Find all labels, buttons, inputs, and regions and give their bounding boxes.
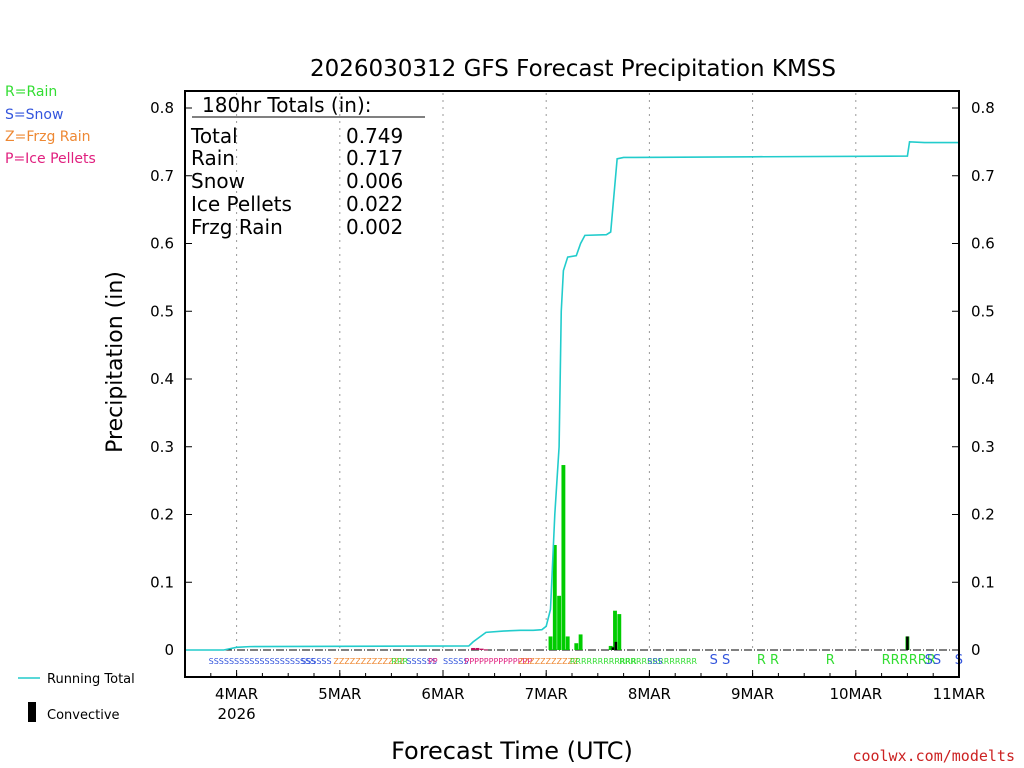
totals-label-rain: Rain: [191, 146, 235, 170]
ptype-marker: S S: [710, 653, 731, 668]
y-tick-label-right: 0.3: [971, 438, 995, 456]
ptype-marker: SSSSSSSSSSSSSSSSSSSSS: [209, 657, 316, 666]
legend-convective: Convective: [47, 708, 120, 723]
totals-value-snow: 0.006: [346, 169, 403, 193]
totals-label-total: Total: [190, 124, 238, 148]
totals-value-ice-pellets: 0.022: [346, 192, 403, 216]
totals-value-frzg-rain: 0.002: [346, 215, 403, 239]
y-tick-label-left: 0.3: [150, 438, 174, 456]
ptype-marker: RRRRRRRRRRRRRR: [619, 657, 697, 666]
x-tick-label: 8MAR: [628, 685, 671, 703]
y-tick-label-left: 0.6: [150, 235, 174, 253]
ptype-marker: SSSSSS: [406, 657, 436, 666]
x-tick-label: 10MAR: [829, 685, 882, 703]
y-axis-label: Precipitation (in): [103, 271, 128, 453]
y-tick-label-left: 0: [164, 641, 174, 659]
y-tick-label-right: 0.1: [971, 573, 995, 591]
precip-bar: [548, 636, 553, 650]
y-tick-label-right: 0.7: [971, 167, 995, 185]
legend-rain: R=Rain: [5, 84, 57, 100]
running-total-series: [185, 141, 959, 651]
y-ticks: 0 0 0.1 0.1 0.2 0.2 0.3 0.3 0.4 0.4 0.5 0.5 0.6 0.6 0.…: [150, 99, 995, 659]
x-axis-label: Forecast Time (UTC): [391, 737, 633, 765]
ptype-marker: SSSSSS: [301, 657, 331, 666]
x-tick-sublabel: 2026: [218, 705, 256, 723]
chart-title: 2026030312 GFS Forecast Precipitation KM…: [310, 56, 836, 82]
y-tick-label-left: 0.1: [150, 573, 174, 591]
ptype-legend: R=Rain S=Snow Z=Frzg Rain P=Ice Pellets: [5, 84, 96, 167]
legend-running-total: Running Total: [47, 672, 135, 687]
ptype-marker: PP: [428, 657, 438, 666]
x-tick-label: 11MAR: [933, 685, 986, 703]
x-tick-label: 6MAR: [421, 685, 464, 703]
convective-bar: [906, 636, 909, 650]
ptype-marker: RRRRRR: [882, 653, 936, 668]
legend-convective-swatch: [28, 702, 36, 722]
y-tick-label-right: 0.8: [971, 99, 995, 117]
y-tick-label-right: 0.6: [971, 235, 995, 253]
y-tick-label-right: 0.2: [971, 506, 995, 524]
precip-bar: [574, 643, 579, 650]
y-tick-label-right: 0.4: [971, 370, 995, 388]
totals-label-snow: Snow: [191, 169, 245, 193]
legend-frzg-rain: Z=Frzg Rain: [5, 129, 91, 145]
totals-label-ice-pellets: Ice Pellets: [191, 192, 292, 216]
y-tick-label-left: 0.8: [150, 99, 174, 117]
ptype-marker: SS: [925, 653, 942, 668]
totals-header: 180hr Totals (in):: [202, 93, 372, 117]
convective-bar: [614, 641, 618, 650]
precip-bars: [471, 465, 910, 651]
grid: [185, 93, 959, 651]
y-tick-label-left: 0.4: [150, 370, 174, 388]
ptype-marker: SSS: [647, 657, 662, 666]
precip-bar: [561, 465, 566, 650]
precip-bar: [565, 636, 570, 650]
ice-pellet-bar: [475, 647, 480, 650]
plot-frame: [184, 90, 960, 678]
totals-value-total: 0.749: [346, 124, 403, 148]
precip-bar: [552, 544, 557, 650]
ice-pellet-bar: [479, 648, 484, 650]
ptype-marker: RRRRRRRRRRRR: [570, 657, 637, 666]
ptype-marker: ZZZZZZZZZZZ: [518, 657, 579, 666]
precip-bar: [608, 645, 613, 650]
running-total-line: [185, 141, 959, 651]
legend-ice-pellets: P=Ice Pellets: [5, 151, 96, 167]
y-tick-label-left: 0.5: [150, 302, 174, 320]
legend-snow: S=Snow: [5, 107, 63, 123]
x-ticks: 4MAR 2026 5MAR 6MAR 7MAR 8MAR 9MAR 10MAR 11MAR: [184, 670, 986, 723]
y-tick-label-left: 0.2: [150, 506, 174, 524]
ptype-marker: SSSSS: [443, 657, 468, 666]
totals-value-rain: 0.717: [346, 146, 403, 170]
ptype-marker: R R: [757, 653, 779, 668]
credit-text: coolwx.com/modelts: [852, 747, 1015, 765]
precip-bar: [617, 614, 622, 650]
precip-bar: [613, 610, 617, 650]
y-tick-label-right: 0: [971, 641, 981, 659]
ptype-marker: R: [826, 653, 835, 668]
totals-box: 180hr Totals (in): Total 0.749 Rain 0.71…: [190, 93, 425, 239]
bottom-legend: Running Total Convective: [18, 672, 135, 723]
ice-pellet-bar: [484, 649, 488, 651]
x-tick-label: 7MAR: [525, 685, 568, 703]
x-tick-label: 4MAR: [215, 685, 258, 703]
ptype-marker: RRR: [391, 657, 408, 666]
y-tick-label-left: 0.7: [150, 167, 174, 185]
convective-bar: [611, 647, 615, 650]
ptype-marker: ZZZZZZZZZZZZZ: [333, 657, 405, 666]
ice-pellet-bar: [471, 647, 476, 650]
x-tick-label: 9MAR: [731, 685, 774, 703]
y-tick-label-right: 0.5: [971, 302, 995, 320]
x-tick-label: 5MAR: [318, 685, 361, 703]
totals-label-frzg-rain: Frzg Rain: [191, 215, 283, 239]
precip-bar: [557, 595, 562, 650]
precip-bar: [578, 634, 583, 650]
ptype-marker: PPPPPPPPPPPPPP: [465, 657, 533, 666]
